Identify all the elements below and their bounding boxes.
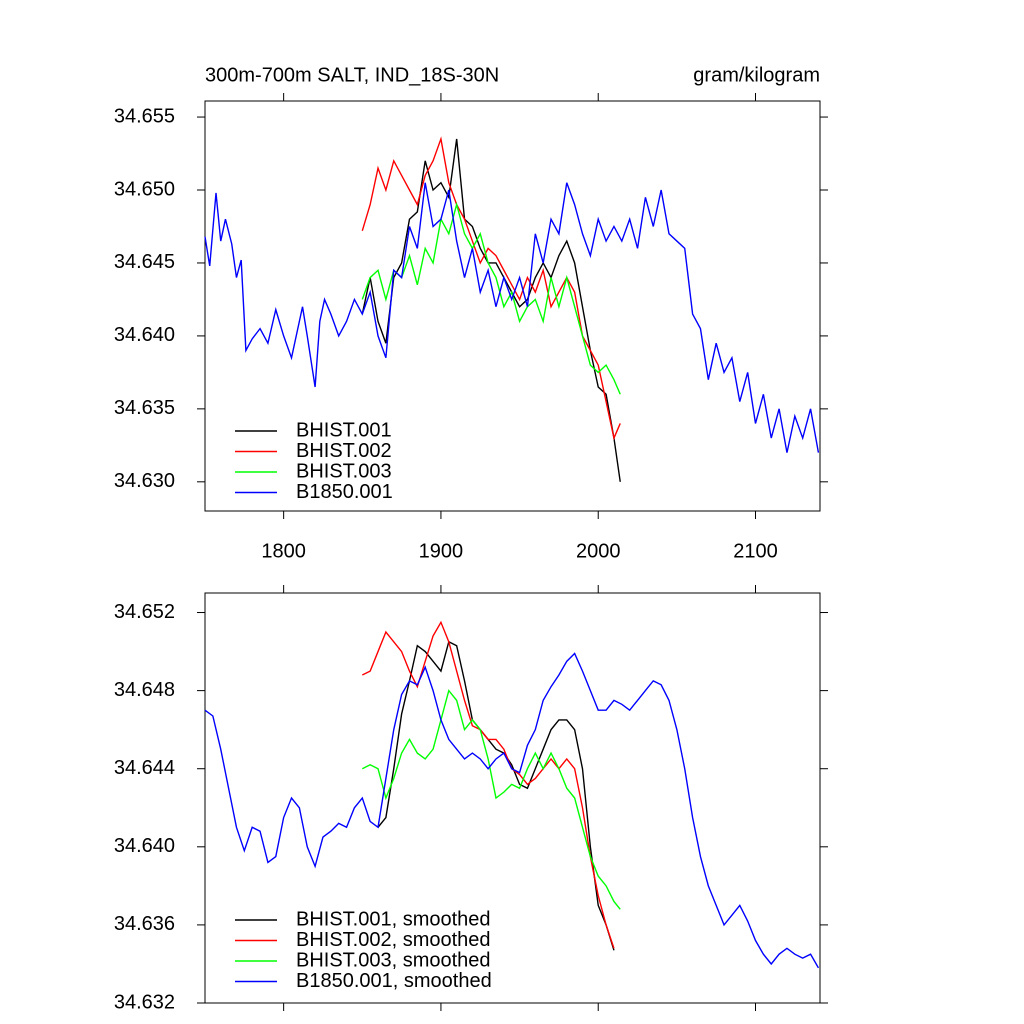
data-line [361,620,615,949]
y-tick-label: 34.640 [114,324,175,346]
legend-label: BHIST.001, smoothed [296,908,491,930]
legend-label: BHIST.002 [296,440,392,462]
x-tick-label: 1900 [419,540,464,562]
legend-label: BHIST.002, smoothed [296,929,491,951]
y-tick-label: 34.644 [114,757,175,779]
y-tick-label: 34.645 [114,251,175,273]
legend-label: BHIST.001 [296,419,392,441]
y-tick-label: 34.650 [114,178,175,200]
y-tick-label: 34.632 [114,991,175,1013]
plot-frame [204,592,821,1004]
y-tick-label: 34.655 [114,105,175,127]
data-line [361,689,621,910]
y-tick-label: 34.652 [114,601,175,623]
plot-frame [204,100,821,512]
y-tick-label: 34.630 [114,470,175,492]
data-line [204,652,820,969]
y-tick-label: 34.640 [114,835,175,857]
y-tick-label: 34.635 [114,397,175,419]
legend-label: B1850.001 [296,481,393,503]
data-line [204,182,820,453]
data-line [361,136,621,441]
units-label: gram/kilogram [693,64,820,86]
data-line [361,138,621,482]
chart-title: 300m-700m SALT, IND_18S-30N [205,64,499,86]
data-line [377,640,615,951]
x-tick-label: 2100 [733,540,778,562]
x-tick-label: 1800 [261,540,306,562]
legend-label: BHIST.003 [296,460,392,482]
y-tick-label: 34.648 [114,679,175,701]
y-tick-label: 34.636 [114,913,175,935]
x-tick-label: 2000 [576,540,621,562]
legend-label: BHIST.003, smoothed [296,949,491,971]
legend-label: B1850.001, smoothed [296,970,492,992]
data-line [361,201,621,395]
